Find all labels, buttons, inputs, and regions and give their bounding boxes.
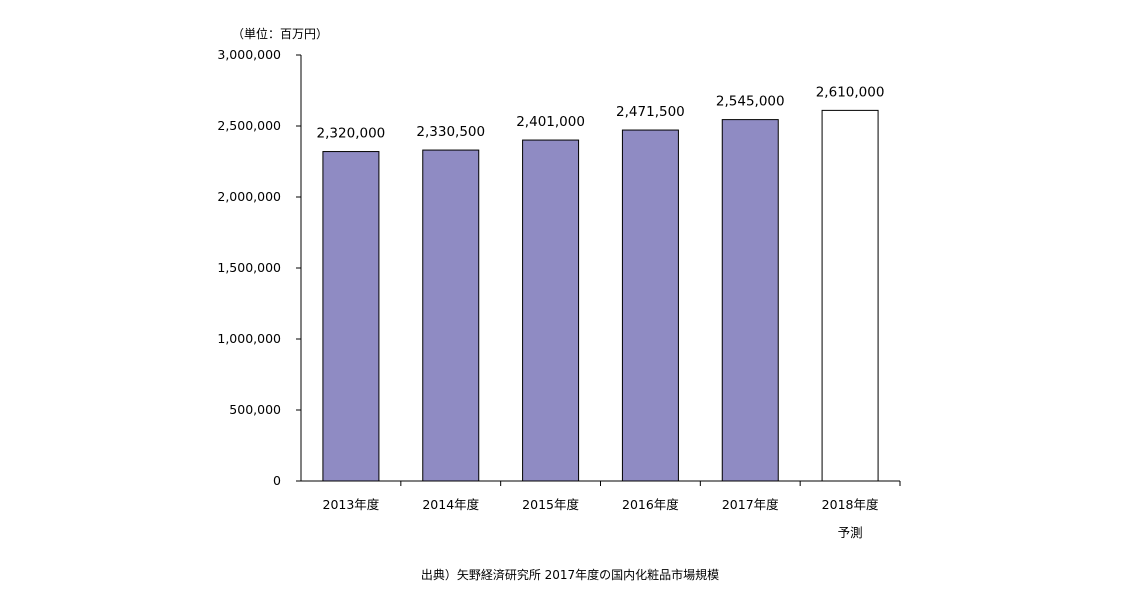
y-tick-label: 0 bbox=[273, 473, 281, 488]
data-label: 2,330,500 bbox=[416, 124, 485, 140]
x-category-label: 2018年度 bbox=[822, 497, 879, 512]
x-category-sublabel: 予測 bbox=[838, 525, 863, 540]
y-tick-label: 3,000,000 bbox=[217, 47, 281, 62]
unit-label: （単位：百万円） bbox=[232, 26, 328, 41]
source-note: 出典）矢野経済研究所 2017年度の国内化粧品市場規模 bbox=[420, 568, 720, 582]
bar bbox=[621, 129, 679, 482]
x-category-label: 2013年度 bbox=[323, 497, 380, 512]
data-label: 2,471,500 bbox=[616, 104, 685, 120]
data-label: 2,545,000 bbox=[716, 94, 785, 110]
bar bbox=[422, 149, 480, 482]
data-label: 2,610,000 bbox=[816, 84, 885, 100]
y-tick-label: 2,000,000 bbox=[217, 189, 281, 204]
bar bbox=[721, 119, 779, 482]
bar bbox=[522, 139, 580, 482]
x-category-label: 2016年度 bbox=[622, 497, 679, 512]
x-category-label: 2017年度 bbox=[722, 497, 779, 512]
x-category-label: 2015年度 bbox=[522, 497, 579, 512]
bar bbox=[322, 151, 380, 482]
y-tick-label: 500,000 bbox=[229, 402, 281, 417]
bars: 2,320,000 2,330,500 2,401,000 2,471,500 2,54… bbox=[317, 84, 885, 482]
data-label: 2,401,000 bbox=[516, 114, 585, 130]
y-tick-label: 1,500,000 bbox=[217, 260, 281, 275]
x-category-label: 2014年度 bbox=[422, 497, 479, 512]
bar-forecast bbox=[821, 109, 879, 482]
y-axis: 0 500,000 1,000,000 1,500,000 2,000,000 2,500… bbox=[217, 47, 302, 488]
data-label: 2,320,000 bbox=[317, 126, 386, 142]
y-tick-label: 2,500,000 bbox=[217, 118, 281, 133]
y-tick-label: 1,000,000 bbox=[217, 331, 281, 346]
